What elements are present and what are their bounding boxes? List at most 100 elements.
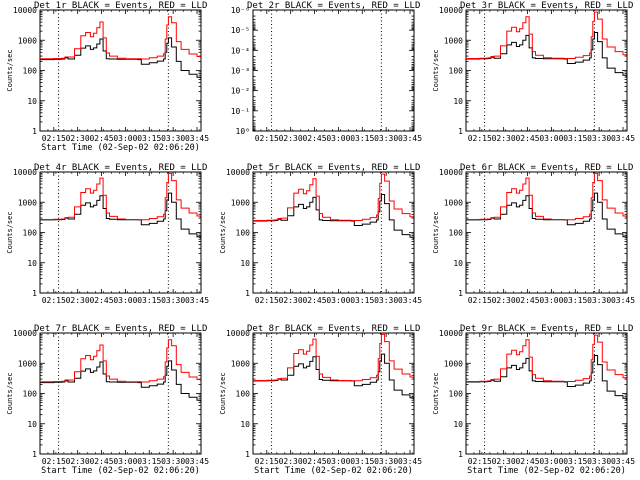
x-tick-label: 02:15 (42, 457, 66, 466)
detector-panel-5: Det 5r BLACK = Events, RED = LLD 1 10 100 10… (219, 163, 422, 305)
x-axis-label: Start Time (02-Sep-02 02:06:20) (254, 466, 413, 476)
x-tick-label: 02:30 (66, 457, 90, 466)
y-tick-label: 1000 (444, 198, 463, 207)
x-tick-label: 02:15 (468, 134, 492, 143)
y-tick-label: 10000 (226, 168, 250, 177)
y-tick-label: 1000 (231, 359, 250, 368)
x-tick-label: 03:30 (374, 457, 398, 466)
series-lld-line (40, 339, 201, 383)
y-tick-label: 1 (245, 289, 250, 298)
y-tick-label: 10⁻² (231, 87, 250, 96)
y-tick-label: 1 (458, 289, 463, 298)
series-lld-line (40, 172, 201, 221)
plot-frame (252, 332, 415, 455)
x-tick-label: 02:30 (492, 296, 516, 305)
x-tick-label: 03:30 (374, 296, 398, 305)
x-tick-label: 02:45 (515, 457, 539, 466)
y-axis-label: Counts/sec (6, 372, 14, 414)
x-axis-label: Start Time (02-Sep-02 02:06:20) (41, 143, 200, 153)
panel-title: Det 7r BLACK = Events, RED = LLD (34, 324, 207, 334)
y-tick-label: 100 (236, 390, 251, 399)
x-axis-label: Start Time (02-Sep-02 02:06:20) (467, 466, 626, 476)
x-tick-label: 03:15 (563, 296, 587, 305)
y-tick-label: 10 (453, 420, 463, 429)
series-lld-line (466, 172, 627, 221)
y-tick-label: 1000 (444, 36, 463, 45)
y-tick-label: 100 (236, 229, 251, 238)
x-tick-label: 02:30 (279, 296, 303, 305)
y-axis-label: Counts/sec (6, 211, 14, 253)
y-tick-label: 10000 (13, 168, 37, 177)
y-tick-label: 100 (23, 229, 38, 238)
y-tick-label: 10⁻⁶ (231, 6, 250, 15)
x-tick-label: 03:45 (185, 296, 209, 305)
panel-title: Det 4r BLACK = Events, RED = LLD (34, 163, 207, 173)
y-axis-label: Counts/sec (432, 372, 440, 414)
y-tick-label: 1000 (444, 359, 463, 368)
x-tick-label: 03:15 (137, 296, 161, 305)
x-tick-label: 02:15 (255, 457, 279, 466)
y-tick-label: 10000 (439, 6, 463, 15)
y-tick-label: 10⁻⁴ (231, 46, 250, 55)
series-events-line (466, 32, 627, 77)
detector-panel-1: Det 1r BLACK = Events, RED = LLD 1 10 100 10… (6, 1, 209, 153)
x-tick-label: 02:15 (468, 296, 492, 305)
x-tick-label: 02:30 (492, 134, 516, 143)
x-tick-label: 03:45 (398, 457, 422, 466)
plot-frame (39, 332, 202, 455)
y-tick-label: 1000 (18, 359, 37, 368)
plot-frame (465, 9, 628, 132)
x-tick-label: 03:15 (350, 134, 374, 143)
x-tick-label: 02:45 (515, 296, 539, 305)
x-tick-label: 02:45 (89, 134, 113, 143)
x-tick-label: 03:00 (539, 457, 563, 466)
y-tick-label: 1 (245, 450, 250, 459)
x-tick-label: 03:45 (398, 296, 422, 305)
x-tick-label: 03:45 (185, 134, 209, 143)
series-events-line (466, 355, 627, 400)
detector-panel-6: Det 6r BLACK = Events, RED = LLD 1 10 100 10… (432, 163, 635, 305)
y-tick-label: 1 (458, 127, 463, 136)
x-tick-label: 03:00 (326, 134, 350, 143)
series-events-line (40, 37, 201, 79)
x-tick-label: 03:30 (587, 457, 611, 466)
x-tick-label: 02:30 (279, 134, 303, 143)
plot-frame (252, 9, 415, 132)
plot-frame (39, 171, 202, 294)
detector-panel-3: Det 3r BLACK = Events, RED = LLD 1 10 100 10… (432, 1, 635, 143)
series-lld-line (40, 16, 201, 60)
panel-title: Det 8r BLACK = Events, RED = LLD (247, 324, 420, 334)
y-tick-label: 10⁰ (236, 127, 250, 136)
x-tick-label: 03:15 (350, 457, 374, 466)
y-tick-label: 100 (449, 229, 464, 238)
y-tick-label: 10000 (439, 168, 463, 177)
x-tick-label: 03:15 (137, 134, 161, 143)
y-tick-label: 10 (240, 420, 250, 429)
y-tick-label: 10000 (13, 6, 37, 15)
x-tick-label: 02:30 (66, 134, 90, 143)
x-tick-label: 02:45 (302, 134, 326, 143)
x-tick-label: 03:00 (113, 134, 137, 143)
y-tick-label: 100 (449, 67, 464, 76)
plot-frame (252, 171, 415, 294)
y-tick-label: 10 (27, 420, 37, 429)
y-tick-label: 10 (453, 97, 463, 106)
y-tick-label: 10000 (439, 329, 463, 338)
y-tick-label: 100 (23, 67, 38, 76)
panel-title: Det 9r BLACK = Events, RED = LLD (460, 324, 633, 334)
detector-panel-7: Det 7r BLACK = Events, RED = LLD 1 10 100 10… (6, 324, 209, 476)
x-tick-label: 02:45 (302, 296, 326, 305)
y-axis-label: Counts/sec (219, 372, 227, 414)
x-tick-label: 02:30 (279, 457, 303, 466)
x-axis-label: Start Time (02-Sep-02 02:06:20) (41, 466, 200, 476)
y-tick-label: 1000 (231, 198, 250, 207)
x-tick-label: 02:30 (66, 296, 90, 305)
x-tick-label: 03:45 (398, 134, 422, 143)
x-tick-label: 03:30 (587, 134, 611, 143)
x-tick-label: 03:45 (185, 457, 209, 466)
x-tick-label: 02:15 (255, 296, 279, 305)
x-tick-label: 03:00 (539, 296, 563, 305)
x-tick-label: 02:15 (255, 134, 279, 143)
y-tick-label: 1 (32, 127, 37, 136)
